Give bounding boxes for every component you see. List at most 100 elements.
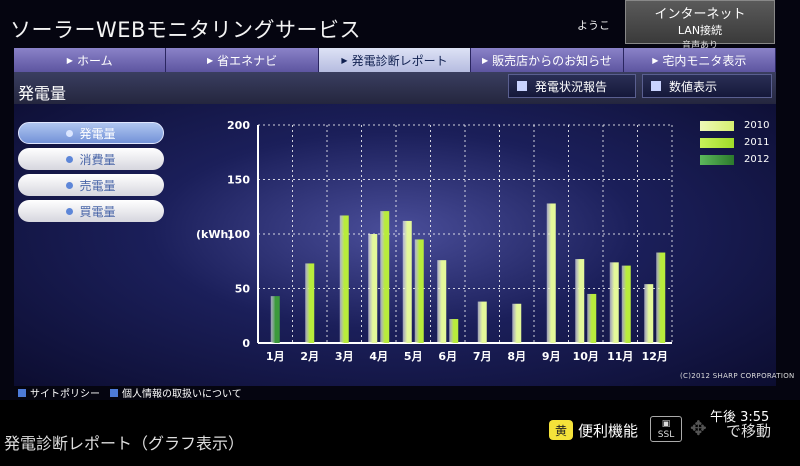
bar-2010-12: [644, 284, 654, 343]
play-icon: [517, 81, 527, 91]
y-tick-label: 0: [242, 337, 250, 350]
legend-swatch: [700, 120, 734, 131]
arrow-icon: ▶: [66, 55, 73, 65]
sidebar-item-label: 買電量: [79, 204, 116, 219]
bar-2011-4: [380, 211, 390, 343]
y-tick-label: 200: [227, 119, 250, 132]
bar-2011-6: [449, 319, 459, 343]
sidebar-item-consumption[interactable]: 消費量: [18, 148, 164, 170]
bar-2011-5: [414, 239, 424, 343]
tab-dealer-news[interactable]: ▶ 販売店からのお知らせ: [471, 48, 624, 72]
y-tick-label: 150: [227, 174, 250, 187]
screen-title: 発電診断レポート（グラフ表示）: [4, 434, 245, 453]
legend-item-2011: 2011: [700, 137, 769, 148]
dpad-icon: ✥: [690, 416, 707, 440]
x-tick-label: 9月: [542, 350, 561, 362]
bar-2011-3: [339, 215, 349, 343]
play-icon: [651, 81, 661, 91]
x-tick-label: 11月: [607, 350, 633, 362]
arrow-icon: ▶: [341, 55, 348, 65]
bar-2012-1: [270, 296, 280, 343]
move-hint: で移動: [726, 422, 772, 440]
tab-label: 販売店からのお知らせ: [492, 53, 612, 68]
y-axis-label: (kWh): [196, 228, 233, 241]
tab-label: ホーム: [76, 53, 113, 68]
bar-2010-6: [437, 260, 447, 343]
main-nav: ▶ ホーム ▶ 省エネナビ ▶ 発電診断レポート ▶ 販売店からのお知らせ ▶ 宅内モニタ…: [14, 48, 777, 72]
generation-report-button[interactable]: 発電状況報告: [508, 74, 636, 98]
tv-status-bar: [0, 400, 800, 466]
bar-2010-9: [546, 203, 556, 343]
generation-chart: 0 50 100 150 200 (kWh) 1月 2月 3月 4月 5月 6月 7月 8月 9月 10月 11…: [196, 119, 673, 362]
bar-2011-12: [656, 252, 666, 343]
bullet-icon: [66, 207, 74, 215]
x-tick-label: 3月: [335, 350, 354, 362]
bar-2010-8: [512, 303, 522, 343]
tab-label: 宅内モニタ表示: [662, 53, 747, 68]
sidebar-item-label: 売電量: [79, 178, 116, 193]
bar-2010-11: [609, 262, 619, 343]
bar-2011-2: [305, 263, 315, 343]
copyright-text: (C)2012 SHARP CORPORATION: [680, 372, 795, 380]
ssl-lock-icon: ▣ SSL: [650, 416, 682, 442]
ssl-label: SSL: [657, 430, 675, 440]
link-label: サイトポリシー: [30, 389, 100, 400]
welcome-text: ようこ: [577, 19, 610, 32]
legend-swatch: [700, 154, 734, 165]
bar-2011-10: [587, 293, 597, 343]
x-tick-label: 1月: [266, 350, 285, 362]
bar-2010-7: [477, 301, 487, 343]
tab-home-monitor[interactable]: ▶ 宅内モニタ表示: [623, 48, 777, 72]
x-tick-label: 8月: [507, 350, 526, 362]
convenience-functions-label[interactable]: 便利機能: [578, 422, 639, 440]
bullet-icon: [66, 181, 74, 189]
tab-label: 省エネナビ: [217, 53, 278, 68]
x-tick-label: 4月: [369, 350, 388, 362]
sidebar-item-sold[interactable]: 売電量: [18, 174, 164, 196]
status-audio: 音声あり: [681, 41, 718, 51]
legend-label: 2010: [744, 120, 770, 131]
y-tick-label: 100: [227, 228, 250, 241]
tab-energy-navi[interactable]: ▶ 省エネナビ: [166, 48, 319, 72]
legend-label: 2011: [744, 137, 770, 148]
clock: 午後 3:55: [710, 410, 770, 425]
status-internet: インターネット: [654, 7, 746, 22]
yellow-key-icon: 黄: [549, 420, 573, 440]
arrow-icon: [18, 388, 26, 397]
button-label: 数値表示: [669, 79, 718, 94]
x-tick-label: 12月: [642, 350, 668, 362]
legend-swatch: [700, 137, 734, 148]
bar-2011-11: [621, 265, 631, 343]
arrow-icon: [110, 388, 118, 397]
x-tick-label: 5月: [404, 350, 423, 362]
status-lan: LAN接続: [677, 24, 723, 37]
bullet-icon: [66, 155, 74, 163]
arrow-icon: ▶: [481, 55, 489, 65]
bullet-icon: [66, 129, 74, 137]
bar-2010-5: [402, 220, 412, 343]
connection-status: インターネット LAN接続 音声あり: [625, 0, 775, 51]
page-title: 発電量: [18, 84, 67, 103]
bar-2010-10: [575, 259, 585, 343]
arrow-icon: ▶: [207, 55, 214, 65]
arrow-icon: ▶: [652, 55, 659, 65]
numeric-view-button[interactable]: 数値表示: [642, 74, 772, 98]
tab-home[interactable]: ▶ ホーム: [14, 48, 167, 72]
x-tick-label: 7月: [473, 350, 492, 362]
sidebar-item-label: 発電量: [79, 126, 116, 141]
sidebar-item-label: 消費量: [79, 152, 116, 167]
x-tick-label: 6月: [438, 350, 457, 362]
button-label: 発電状況報告: [535, 79, 608, 94]
y-tick-label: 50: [235, 283, 251, 296]
site-policy-link[interactable]: サイトポリシー: [18, 385, 100, 400]
sidebar-item-generation[interactable]: 発電量: [18, 122, 164, 144]
legend-label: 2012: [744, 154, 770, 165]
privacy-link[interactable]: 個人情報の取扱いについて: [110, 385, 242, 400]
tab-generation-report[interactable]: ▶ 発電診断レポート: [318, 48, 472, 72]
tab-label: 発電診断レポート: [351, 53, 448, 68]
legend-item-2012: 2012: [700, 154, 769, 165]
link-label: 個人情報の取扱いについて: [122, 389, 242, 400]
x-tick-label: 10月: [573, 350, 599, 362]
sidebar-item-purchased[interactable]: 買電量: [18, 200, 164, 222]
app-title: ソーラーWEBモニタリングサービス: [10, 18, 361, 42]
